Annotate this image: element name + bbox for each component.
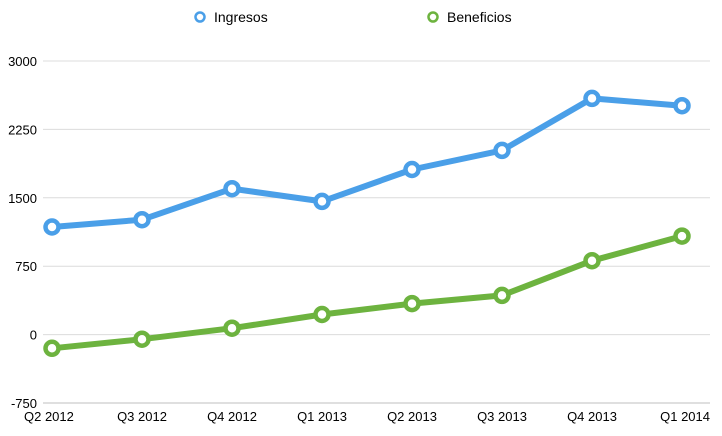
series-line-ingresos <box>49 95 685 230</box>
series-lines <box>43 89 691 358</box>
data-point-ingresos-q1-2013 <box>313 192 331 211</box>
legend-item-beneficios: Beneficios <box>427 9 512 25</box>
x-tick-label-q4-2012: Q4 2012 <box>207 409 257 424</box>
x-tick-label-q4-2013: Q4 2013 <box>567 409 617 424</box>
data-point-beneficios-q4-2012 <box>223 319 241 337</box>
x-tick-label-q3-2013: Q3 2013 <box>477 409 527 424</box>
legend: Ingresos Beneficios <box>194 9 512 25</box>
y-tick-label-750: -750 <box>11 396 37 411</box>
data-point-beneficios-q3-2013 <box>493 286 511 305</box>
y-tick-label-2250: 2250 <box>8 122 37 137</box>
series-line-beneficios <box>49 233 685 352</box>
y-tick-label-750: 750 <box>15 259 37 274</box>
legend-label-ingresos: Ingresos <box>214 9 268 25</box>
y-axis-tick-labels: -750 0 750 1500 2250 3000 <box>8 54 37 411</box>
x-tick-label-q1-2013: Q1 2013 <box>297 409 347 424</box>
data-point-beneficios-q3-2012 <box>133 330 151 348</box>
legend-marker-beneficios <box>427 11 439 23</box>
data-point-ingresos-q2-2013 <box>403 160 421 179</box>
x-tick-label-q1-2014: Q1 2014 <box>660 409 710 424</box>
data-point-beneficios-q1-2013 <box>313 305 331 324</box>
x-axis-tick-labels: Q2 2012 Q3 2012 Q4 2012 Q1 2013 Q2 2013 Q3 20… <box>24 409 710 424</box>
y-tick-label-0: 0 <box>30 328 37 343</box>
legend-label-beneficios: Beneficios <box>447 9 512 25</box>
data-point-ingresos-q4-2012 <box>223 179 241 198</box>
legend-marker-ingresos <box>194 11 206 23</box>
data-point-ingresos-q3-2013 <box>493 141 511 160</box>
y-tick-label-3000: 3000 <box>8 54 37 69</box>
data-point-ingresos-q4-2013 <box>583 89 601 108</box>
data-point-ingresos-q1-2014 <box>673 96 691 115</box>
y-tick-label-1500: 1500 <box>8 191 37 206</box>
data-point-beneficios-q4-2013 <box>583 251 601 270</box>
data-point-beneficios-q1-2014 <box>673 227 691 245</box>
data-point-beneficios-q2-2012 <box>43 339 61 358</box>
gridlines <box>43 60 710 404</box>
x-tick-label-q2-2012: Q2 2012 <box>24 409 74 424</box>
legend-item-ingresos: Ingresos <box>194 9 268 25</box>
x-tick-label-q2-2013: Q2 2013 <box>387 409 437 424</box>
x-tick-label-q3-2012: Q3 2012 <box>117 409 167 424</box>
data-point-ingresos-q2-2012 <box>43 218 61 236</box>
data-point-ingresos-q3-2012 <box>133 210 151 229</box>
data-point-beneficios-q2-2013 <box>403 294 421 313</box>
